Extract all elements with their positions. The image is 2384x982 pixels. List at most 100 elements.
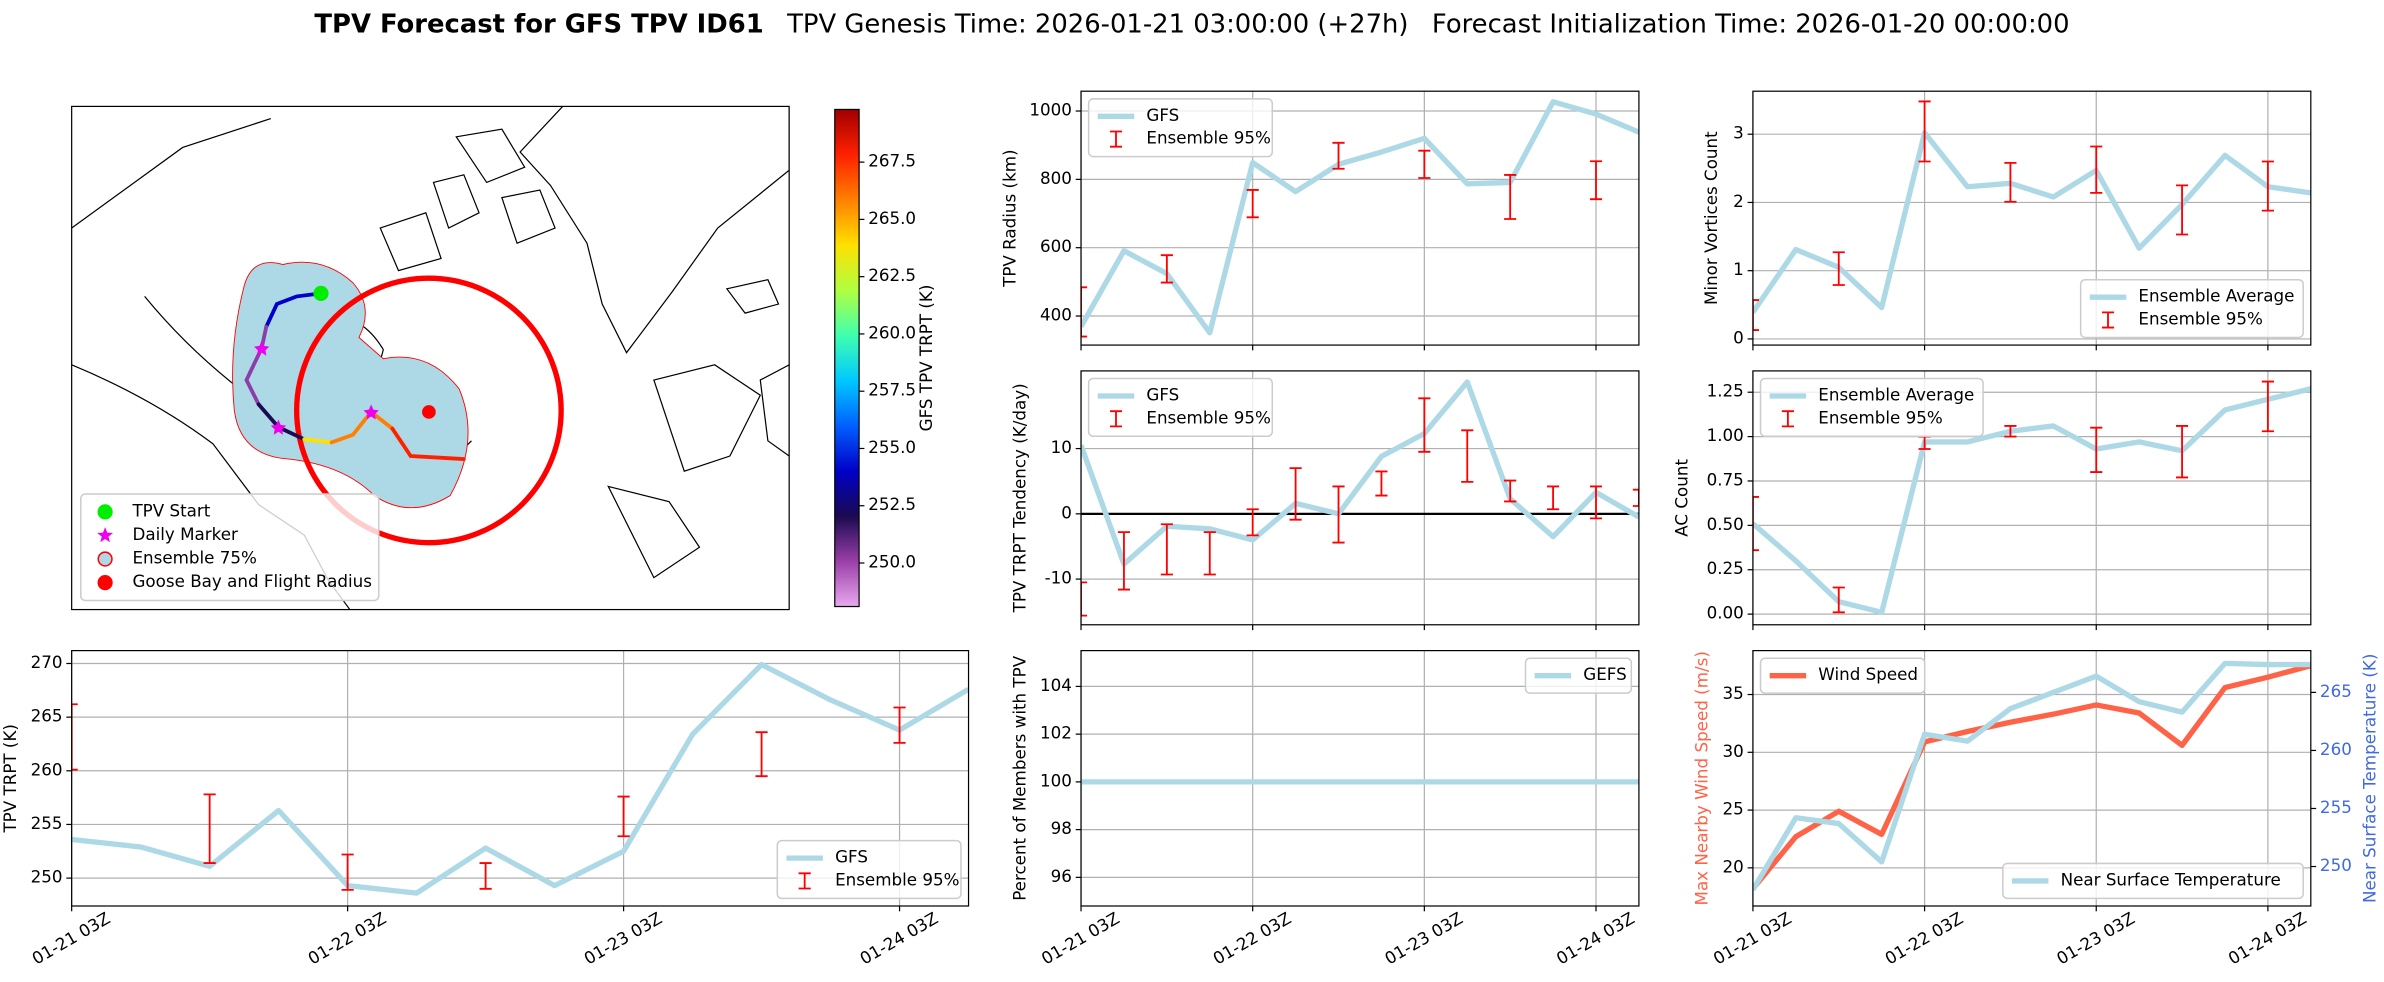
series-line	[1752, 660, 2311, 892]
plot-area	[1752, 100, 2311, 331]
error-bar	[1461, 429, 1474, 483]
legend-box	[1524, 657, 1633, 694]
y-tick-label: 255	[31, 813, 63, 833]
error-bar	[1752, 299, 1760, 331]
coast	[519, 106, 790, 354]
legend-label: Wind Speed	[1818, 664, 1918, 684]
y-axis-label: TPV Radius (km)	[1000, 149, 1020, 287]
series-line	[1081, 379, 1639, 567]
y-tick-label: 1.00	[1707, 425, 1744, 445]
legend-label: GFS	[835, 847, 868, 867]
colorbar-tick-label: 267.5	[868, 151, 916, 171]
y2-axis-label: Near Surface Temperature (K)	[2359, 654, 2379, 903]
legend-label: Near Surface Temperature	[2061, 869, 2281, 889]
colorbar-tick-label: 262.5	[868, 265, 916, 285]
y-tick-label: 0.75	[1707, 469, 1744, 489]
legend-box	[776, 839, 962, 900]
panel: -10 0 10 TPV TRPT Tendency (K/day) GFS Ensemb…	[1009, 370, 1640, 631]
legend-label: Ensemble Average	[2138, 286, 2294, 306]
error-bar	[2090, 426, 2103, 474]
error-bar	[1081, 581, 1088, 617]
colorbar-tick-label: 255.0	[868, 437, 916, 457]
error-bar	[2261, 380, 2274, 433]
legend-marker	[97, 551, 113, 567]
y2-tick-label: 260	[2320, 739, 2352, 759]
track-segment	[390, 426, 466, 461]
legend-label: Daily Marker	[132, 524, 238, 544]
y-tick-label: 0	[1733, 327, 1744, 347]
error-bar	[2004, 161, 2017, 203]
y-tick-label: 270	[31, 652, 63, 672]
plot-area	[1752, 380, 2311, 616]
legend-error-bar	[1781, 410, 1794, 428]
panel: 01-21 03Z 01-22 03Z 01-23 03Z 01-24 03Z2025…	[1691, 650, 2379, 968]
y-axis-label: Max Nearby Wind Speed (m/s)	[1691, 651, 1711, 905]
legend-error-bar	[798, 872, 811, 890]
colorbar-tick-label: 260.0	[868, 322, 916, 342]
y-tick-label: 104	[1040, 675, 1072, 695]
legend-label: Ensemble 95%	[1146, 407, 1270, 427]
y-axis-label: TPV TRPT Tendency (K/day)	[1009, 383, 1029, 613]
daily-marker	[363, 404, 379, 420]
tpv-start	[313, 285, 329, 301]
title-init: Forecast Initialization Time: 2026-01-20…	[1432, 9, 2070, 39]
colorbar	[834, 108, 860, 608]
error-bar	[1160, 254, 1173, 284]
y-tick-label: 265	[31, 706, 63, 726]
legend-label: Ensemble 95%	[835, 869, 959, 889]
legend-label: Ensemble 95%	[2138, 308, 2262, 328]
y-tick-label: 20	[1723, 856, 1744, 876]
y-tick-label: 1000	[1029, 100, 1072, 120]
error-bar	[203, 793, 216, 864]
error-bar	[1160, 523, 1173, 576]
y-axis-label: Percent of Members with TPV	[1009, 655, 1029, 901]
y-axis-label: TPV TRPT (K)	[0, 724, 20, 834]
title-genesis: TPV Genesis Time: 2026-01-21 03:00:00 (+…	[786, 9, 1408, 39]
plot-frame	[1752, 90, 2312, 346]
error-bar	[1117, 531, 1131, 591]
y-tick-label: -10	[1045, 568, 1072, 588]
legend-label: Ensemble 75%	[132, 548, 256, 568]
y-tick-label: 260	[31, 759, 63, 779]
y-tick-label: 10	[1051, 437, 1072, 457]
suptitle: TPV Forecast for GFS TPV ID61 TPV Genesi…	[314, 9, 2069, 39]
track-segment	[329, 409, 395, 445]
coast	[379, 128, 556, 272]
plot-frame	[1080, 650, 1640, 907]
coast	[725, 279, 790, 457]
track-segment	[244, 324, 269, 407]
y-tick-label: 35	[1723, 683, 1744, 703]
error-bar	[893, 706, 906, 744]
y-axis-label: Minor Vortices Count	[1701, 131, 1721, 305]
series-line	[1752, 663, 2311, 891]
error-bar	[1418, 149, 1431, 179]
error-bar	[1752, 496, 1760, 552]
plot-area	[1752, 660, 2311, 892]
y-tick-label: 96	[1051, 866, 1072, 886]
y-tick-label: 400	[1040, 305, 1072, 325]
plot-frame	[1080, 370, 1640, 626]
error-bar	[1081, 286, 1088, 338]
y-tick-label: 250	[31, 867, 63, 887]
y-tick-label: 1	[1733, 259, 1744, 279]
y-tick-label: 0.50	[1707, 514, 1744, 534]
panel: 0 1 2 3 Minor Vortices Count Ensemble Average…	[1701, 90, 2312, 351]
legend-label: GEFS	[1583, 664, 1626, 684]
legend-label: Ensemble Average	[1818, 384, 1974, 404]
error-bar	[1332, 141, 1345, 170]
plot-frame	[71, 650, 970, 907]
y-tick-label: 0.00	[1707, 603, 1744, 623]
legend-box	[1087, 98, 1274, 158]
title-main: TPV Forecast for GFS TPV ID61	[314, 9, 763, 39]
flight-radius	[293, 275, 564, 546]
track-segment	[302, 437, 334, 445]
y-tick-label: 102	[1040, 723, 1072, 743]
legend-error-bar	[1109, 410, 1123, 428]
daily-marker	[254, 340, 270, 356]
legend-label: GFS	[1146, 105, 1179, 125]
ensemble-area	[232, 261, 469, 509]
colorbar-label: GFS TPV TRPT (K)	[916, 285, 936, 432]
y-tick-label: 1.25	[1707, 381, 1744, 401]
plot-frame	[1080, 90, 1640, 346]
y-tick-label: 3	[1733, 123, 1744, 143]
